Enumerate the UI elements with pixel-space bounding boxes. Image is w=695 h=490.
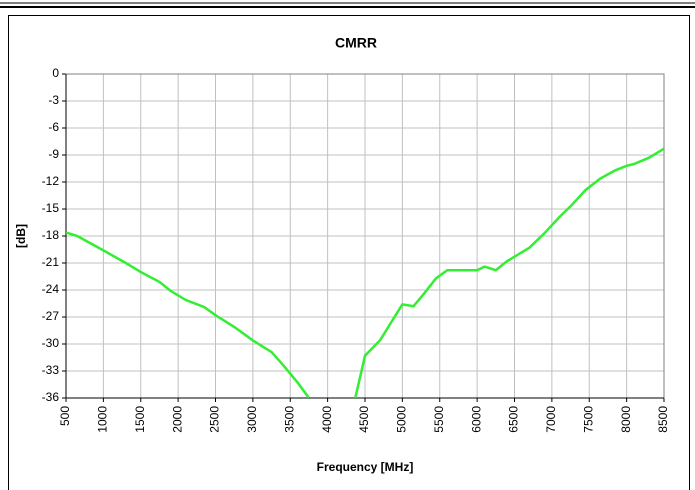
x-tick-label: 5500 xyxy=(432,406,446,433)
x-tick-label: 1500 xyxy=(133,406,147,433)
x-tick-label: 6500 xyxy=(507,406,521,433)
x-tick-label: 6000 xyxy=(469,406,483,433)
chart-frame xyxy=(8,15,690,490)
y-tick-label: -24 xyxy=(42,282,60,296)
x-tick-label: 3500 xyxy=(282,406,296,433)
x-tick-label: 7500 xyxy=(581,406,595,433)
x-tick-label: 2000 xyxy=(170,406,184,433)
chart-title: CMRR xyxy=(335,35,377,51)
x-tick-label: 8000 xyxy=(619,406,633,433)
y-tick-label: -9 xyxy=(48,147,59,161)
y-tick-label: -36 xyxy=(42,390,60,404)
data-line xyxy=(66,147,664,398)
x-tick-label: 7000 xyxy=(544,406,558,433)
y-tick-label: -6 xyxy=(48,120,59,134)
x-tick-label: 8500 xyxy=(656,406,670,433)
x-tick-label: 4000 xyxy=(320,406,334,433)
x-tick-label: 1000 xyxy=(96,406,110,433)
x-tick-label: 5000 xyxy=(395,406,409,433)
y-tick-label: -18 xyxy=(42,228,60,242)
y-tick-label: -21 xyxy=(42,255,60,269)
y-tick-label: -33 xyxy=(42,363,60,377)
x-axis-label: Frequency [MHz] xyxy=(317,460,414,474)
y-tick-label: -15 xyxy=(42,201,60,215)
x-tick-label: 4500 xyxy=(357,406,371,433)
x-tick-label: 3000 xyxy=(245,406,259,433)
y-tick-label: -12 xyxy=(42,174,60,188)
x-tick-label: 2500 xyxy=(208,406,222,433)
y-tick-label: -3 xyxy=(48,93,59,107)
y-tick-label: -27 xyxy=(42,309,60,323)
y-tick-label: -30 xyxy=(42,336,60,350)
y-tick-label: 0 xyxy=(52,66,59,80)
x-tick-label: 500 xyxy=(58,406,72,426)
y-axis-label: [dB] xyxy=(14,224,28,248)
